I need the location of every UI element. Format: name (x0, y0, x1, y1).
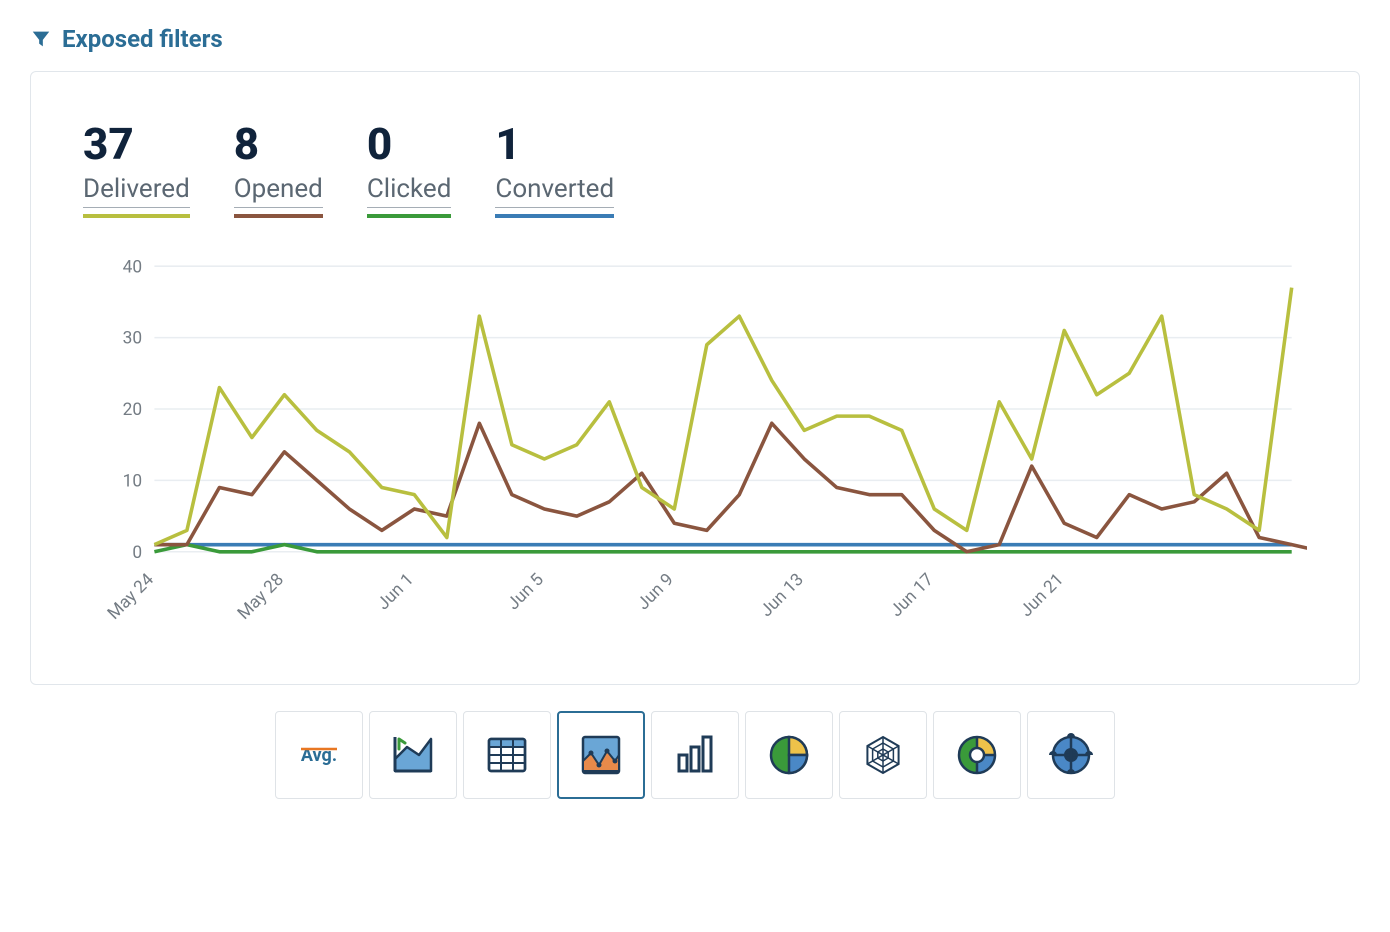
exposed-filters-label: Exposed filters (62, 25, 223, 53)
pie-chart-button[interactable] (745, 711, 833, 799)
y-axis-label: 30 (123, 329, 142, 349)
x-axis-label: Jun 13 (757, 570, 808, 621)
average-button[interactable]: Avg. (275, 711, 363, 799)
line-chart-svg: 0 10 20 30 40 May 24 May 28 Jun 1 Jun 5 Jun 9 Jun … (83, 256, 1307, 644)
metric-label: Converted (495, 174, 614, 208)
metric-value: 0 (367, 120, 452, 168)
area-chart-icon (577, 731, 625, 779)
area-chart-button[interactable] (557, 711, 645, 799)
series-opened (154, 424, 1307, 553)
metric-label: Clicked (367, 174, 452, 208)
metric-underline (234, 214, 323, 218)
metric-underline (367, 214, 452, 218)
x-axis-label: Jun 1 (374, 570, 418, 614)
y-axis-label: 10 (123, 472, 142, 492)
metric-label: Delivered (83, 174, 190, 208)
metric-label: Opened (234, 174, 323, 208)
donut-chart-icon (953, 731, 1001, 779)
y-axis-label: 0 (132, 543, 142, 563)
area-up-icon (389, 731, 437, 779)
metric-opened[interactable]: 8 Opened (234, 120, 323, 218)
metric-converted[interactable]: 1 Converted (495, 120, 614, 218)
radar-chart-icon (859, 731, 907, 779)
x-axis-label: Jun 17 (887, 570, 938, 621)
metric-clicked[interactable]: 0 Clicked (367, 120, 452, 218)
y-axis-label: 20 (123, 401, 142, 421)
x-axis-label: Jun 9 (633, 570, 677, 614)
table-icon (483, 731, 531, 779)
chart-type-toolbar: Avg. (30, 711, 1360, 799)
table-button[interactable] (463, 711, 551, 799)
metrics-row: 37 Delivered 8 Opened 0 Clicked 1 Converted (83, 120, 1307, 218)
filter-icon (30, 28, 52, 50)
metric-value: 1 (495, 120, 614, 168)
metric-delivered[interactable]: 37 Delivered (83, 120, 190, 218)
metric-underline (495, 214, 614, 218)
metric-underline (83, 214, 190, 218)
bar-chart-icon (671, 731, 719, 779)
average-icon: Avg. (295, 731, 343, 779)
y-axis-label: 40 (123, 258, 142, 278)
metrics-chart-card: 37 Delivered 8 Opened 0 Clicked 1 Converted 0 10… (30, 71, 1360, 685)
x-axis-label: Jun 5 (504, 570, 549, 615)
pie-chart-icon (765, 731, 813, 779)
area-up-button[interactable] (369, 711, 457, 799)
radar-chart-button[interactable] (839, 711, 927, 799)
exposed-filters-toggle[interactable]: Exposed filters (30, 25, 1360, 53)
x-axis-label: Jun 21 (1017, 570, 1068, 621)
polar-chart-button[interactable] (1027, 711, 1115, 799)
x-axis-label: May 28 (234, 570, 288, 624)
metric-value: 8 (234, 120, 323, 168)
line-chart: 0 10 20 30 40 May 24 May 28 Jun 1 Jun 5 Jun 9 Jun … (83, 256, 1307, 644)
polar-chart-icon (1047, 731, 1095, 779)
donut-chart-button[interactable] (933, 711, 1021, 799)
bar-chart-button[interactable] (651, 711, 739, 799)
x-axis-label: May 24 (104, 570, 158, 624)
metric-value: 37 (83, 120, 190, 168)
